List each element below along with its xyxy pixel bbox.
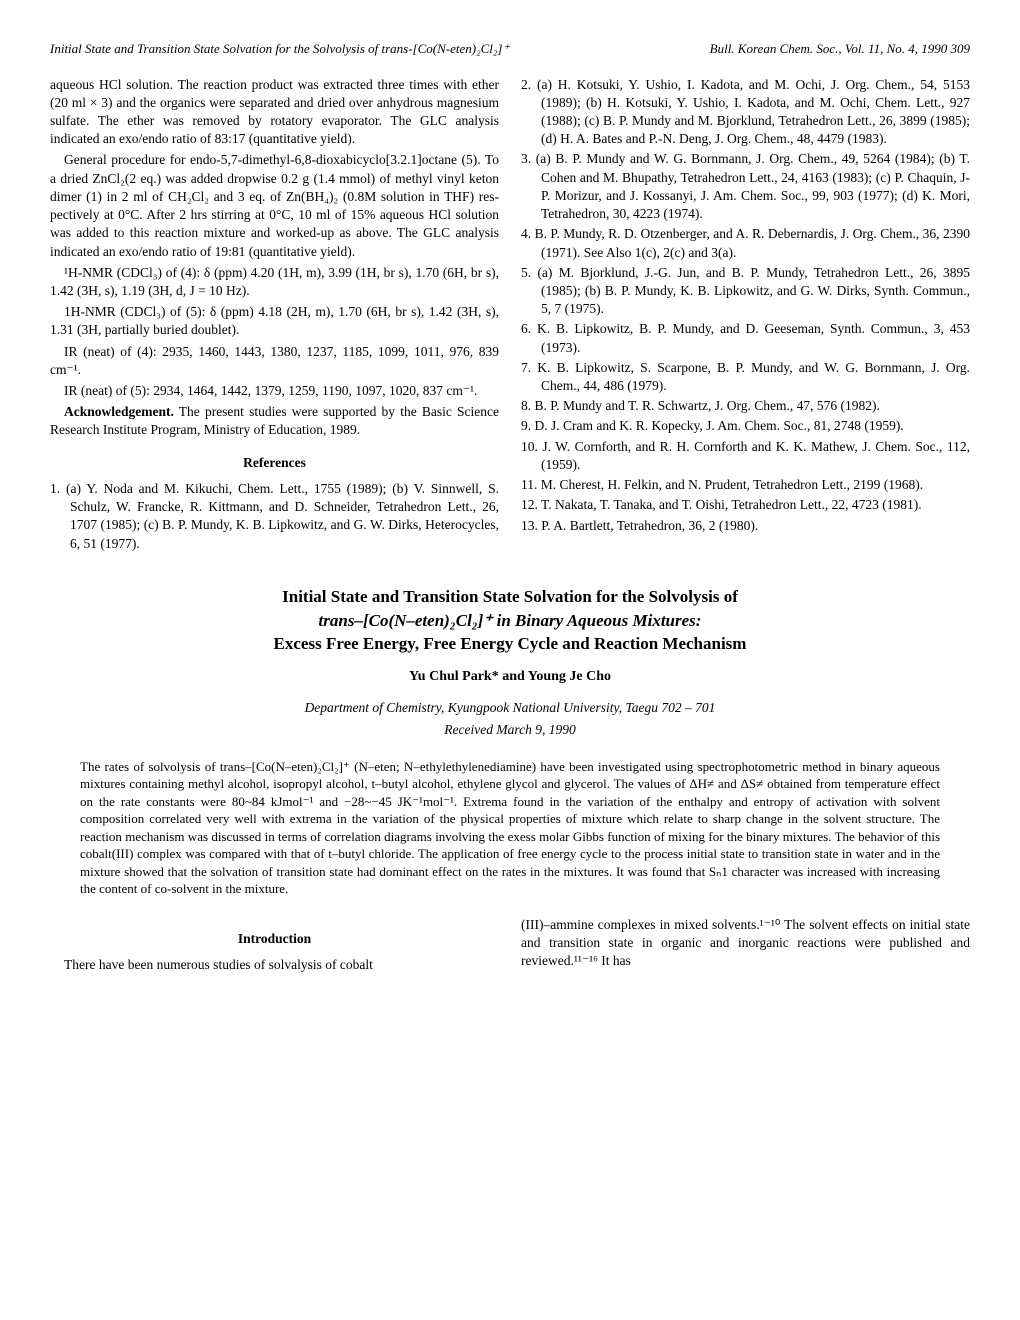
ref-item: 1. (a) Y. Noda and M. Kikuchi, Chem. Let… [50,480,499,553]
body-p4: 1H-NMR (CDCl₃) of (5): δ (ppm) 4.18 (2H,… [50,303,499,339]
article-title: Initial State and Transition State Solva… [50,585,970,656]
ref-item: 4. B. P. Mundy, R. D. Otzenberger, and A… [521,225,970,261]
running-header: Initial State and Transition State Solva… [50,40,970,58]
intro-p1: There have been numerous studies of solv… [50,956,499,974]
body-p2: General procedure for endo-5,7-dimethyl-… [50,151,499,260]
ref-item: 2. (a) H. Kotsuki, Y. Ushio, I. Kadota, … [521,76,970,149]
header-right: Bull. Korean Chem. Soc., Vol. 11, No. 4,… [710,40,970,58]
body-p5: IR (neat) of (4): 2935, 1460, 1443, 1380… [50,343,499,379]
title-line2: trans–[Co(N–eten)₂Cl₂]⁺ in Binary Aqueou… [319,611,702,630]
ref-item: 3. (a) B. P. Mundy and W. G. Bornmann, J… [521,150,970,223]
upper-two-column: aqueous HCl solution. The reaction produ… [50,76,970,553]
body-p1: aqueous HCl solution. The reaction produ… [50,76,499,149]
ack-label: Acknowledgement. [64,404,174,419]
body-p3: ¹H-NMR (CDCl₃) of (4): δ (ppm) 4.20 (1H,… [50,264,499,300]
affiliation: Department of Chemistry, Kyungpook Natio… [50,699,970,717]
ref-item: 13. P. A. Bartlett, Tetrahedron, 36, 2 (… [521,517,970,535]
ref-item: 5. (a) M. Bjorklund, J.-G. Jun, and B. P… [521,264,970,319]
title-line1: Initial State and Transition State Solva… [282,587,738,606]
ref-item: 11. M. Cherest, H. Felkin, and N. Pruden… [521,476,970,494]
header-left: Initial State and Transition State Solva… [50,40,509,58]
authors: Yu Chul Park* and Young Je Cho [50,668,970,687]
introduction-heading: Introduction [50,930,499,948]
ref-item: 6. K. B. Lipkowitz, B. P. Mundy, and D. … [521,320,970,356]
intro-p2: (III)–ammine complexes in mixed solvents… [521,916,970,971]
lower-two-column: Introduction There have been numerous st… [50,916,970,976]
references-heading: References [50,454,499,472]
body-ack: Acknowledgement. The present studies wer… [50,403,499,439]
received-date: Received March 9, 1990 [50,721,970,739]
abstract: The rates of solvolysis of trans–[Co(N–e… [80,758,940,898]
ref-item: 12. T. Nakata, T. Tanaka, and T. Oishi, … [521,496,970,514]
ref-item: 10. J. W. Cornforth, and R. H. Cornforth… [521,438,970,474]
ref-item: 9. D. J. Cram and K. R. Kopecky, J. Am. … [521,417,970,435]
body-p6: IR (neat) of (5): 2934, 1464, 1442, 1379… [50,382,499,400]
ref-item: 7. K. B. Lipkowitz, S. Scarpone, B. P. M… [521,359,970,395]
ref-item: 8. B. P. Mundy and T. R. Schwartz, J. Or… [521,397,970,415]
title-line3: Excess Free Energy, Free Energy Cycle an… [274,634,747,653]
